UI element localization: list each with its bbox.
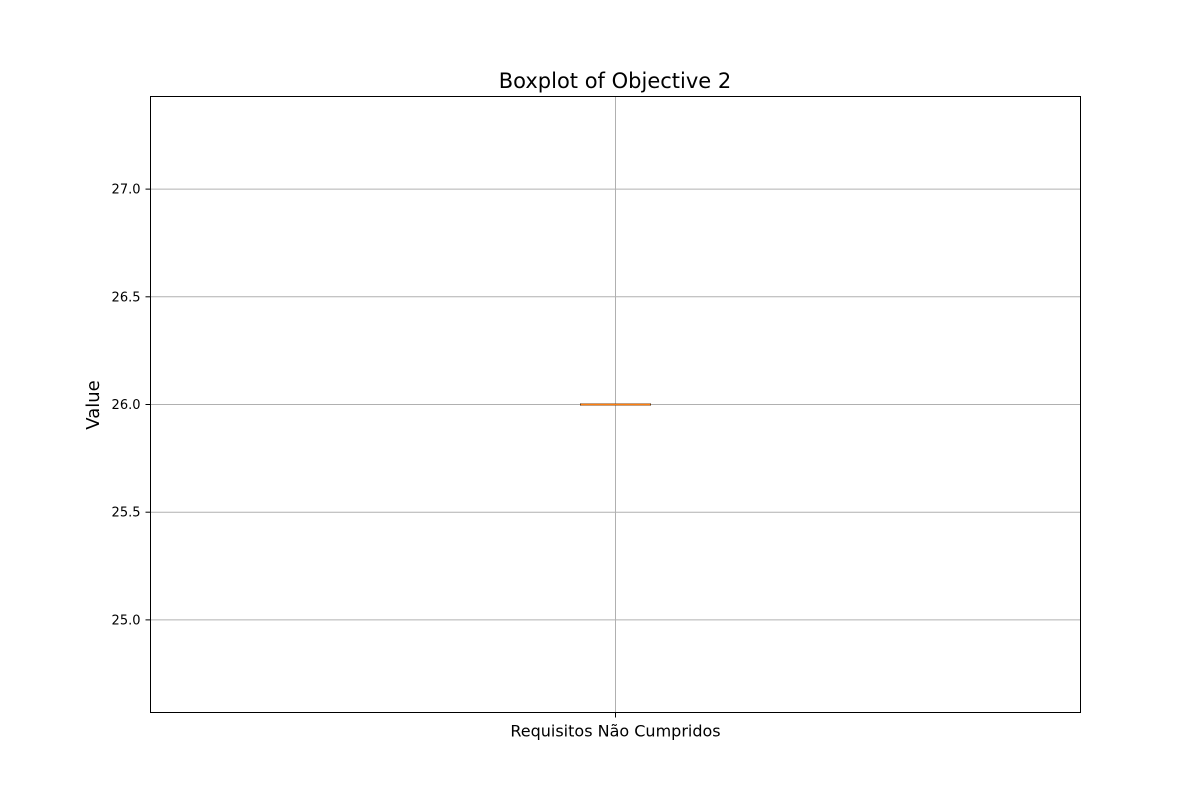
x-tick-label: Requisitos Não Cumpridos bbox=[510, 722, 720, 741]
y-tick-label: 26.0 bbox=[112, 398, 141, 413]
y-tick-label: 25.5 bbox=[112, 506, 141, 521]
y-axis-label: Value bbox=[83, 380, 104, 429]
y-tick-label: 25.0 bbox=[112, 613, 141, 628]
chart-title: Boxplot of Objective 2 bbox=[499, 69, 732, 93]
y-tick-label: 26.5 bbox=[112, 290, 141, 305]
x-axis-ticks: Requisitos Não Cumpridos bbox=[510, 712, 721, 741]
y-axis-ticks: 25.0 25.5 26.0 26.5 27.0 bbox=[112, 183, 151, 628]
y-tick-label: 27.0 bbox=[112, 183, 141, 198]
box-layer bbox=[580, 403, 651, 406]
